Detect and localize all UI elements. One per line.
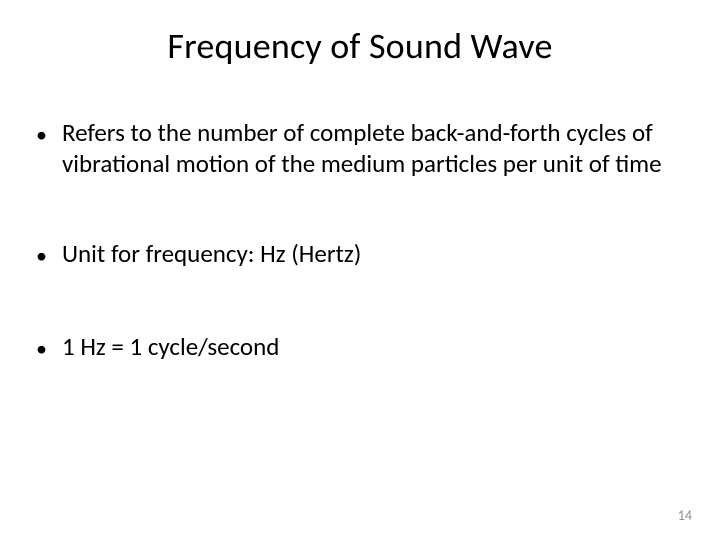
slide: Frequency of Sound Wave • Refers to the … (0, 0, 720, 540)
slide-title: Frequency of Sound Wave (0, 24, 720, 68)
bullet-item: • Unit for frequency: Hz (Hertz) (36, 239, 684, 270)
bullet-item: • Refers to the number of complete back-… (36, 118, 684, 179)
bullet-text: Unit for frequency: Hz (Hertz) (62, 239, 684, 270)
bullet-text: Refers to the number of complete back-an… (62, 118, 684, 179)
page-number: 14 (678, 507, 692, 524)
bullet-text: 1 Hz = 1 cycle/second (62, 332, 684, 363)
bullet-marker-icon: • (36, 118, 62, 149)
slide-body: • Refers to the number of complete back-… (36, 118, 684, 422)
bullet-marker-icon: • (36, 239, 62, 270)
bullet-marker-icon: • (36, 332, 62, 363)
bullet-item: • 1 Hz = 1 cycle/second (36, 332, 684, 363)
